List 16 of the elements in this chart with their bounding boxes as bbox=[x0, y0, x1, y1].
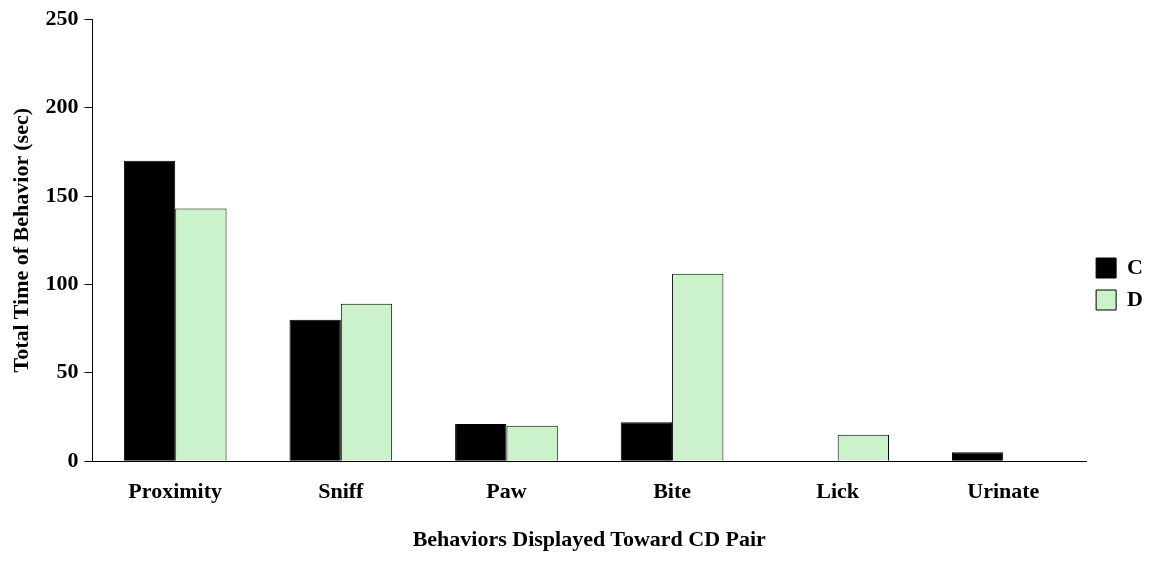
x-tick-label: Urinate bbox=[967, 478, 1040, 504]
y-tick-label: 150 bbox=[45, 181, 79, 207]
x-tick-label: Proximity bbox=[128, 478, 223, 504]
y-tick-label: 200 bbox=[45, 93, 79, 119]
x-tick-label: Sniff bbox=[318, 478, 365, 504]
x-tick-label: Bite bbox=[653, 478, 692, 504]
y-axis-title: Total Time of Behavior (sec) bbox=[7, 108, 33, 373]
y-tick-label: 100 bbox=[45, 270, 79, 296]
y-tick-label: 50 bbox=[56, 358, 79, 384]
y-tick-label: 250 bbox=[45, 4, 79, 30]
x-tick-label: Paw bbox=[486, 478, 527, 504]
x-axis-title: Behaviors Displayed Toward CD Pair bbox=[412, 526, 767, 552]
legend-label: C bbox=[1127, 253, 1143, 279]
y-tick-label: 0 bbox=[67, 446, 79, 472]
x-tick-label: Lick bbox=[816, 478, 860, 504]
legend-label: D bbox=[1127, 285, 1143, 311]
